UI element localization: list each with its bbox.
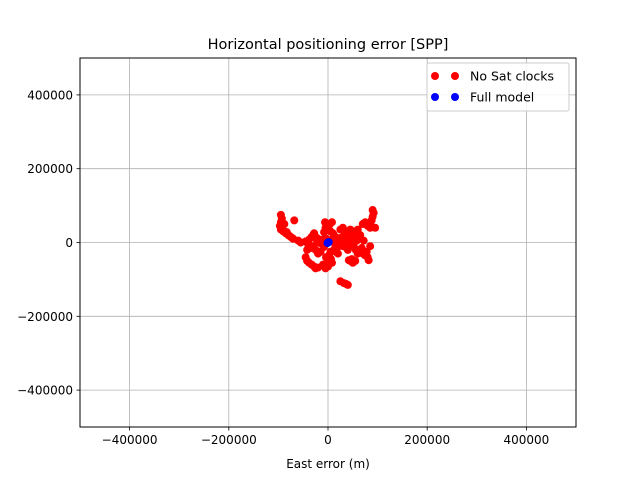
- series-no-sat-clocks: [275, 206, 380, 289]
- legend: No Sat clocks Full model: [426, 62, 570, 112]
- legend-marker: [431, 72, 439, 80]
- x-tick-label: 400000: [503, 433, 549, 447]
- legend-marker: [431, 93, 439, 101]
- legend-label: Full model: [470, 90, 534, 105]
- data-point: [351, 256, 360, 265]
- legend-marker: [451, 93, 459, 101]
- x-axis-label: East error (m): [286, 457, 370, 471]
- x-tick-label: −400000: [102, 433, 158, 447]
- y-tick-label: −400000: [17, 384, 73, 398]
- data-point: [323, 239, 332, 248]
- legend-label: No Sat clocks: [470, 69, 554, 84]
- data-points: [275, 206, 380, 289]
- data-point: [320, 228, 329, 237]
- legend-marker: [451, 72, 459, 80]
- data-point: [333, 249, 342, 258]
- data-point: [343, 245, 352, 254]
- data-point: [364, 256, 373, 265]
- chart-title: Horizontal positioning error [SPP]: [208, 37, 449, 53]
- data-point: [357, 244, 366, 253]
- data-point: [305, 235, 314, 244]
- data-point: [290, 216, 299, 225]
- data-point: [344, 232, 353, 241]
- y-tick-label: 0: [65, 236, 73, 250]
- data-point: [341, 279, 350, 288]
- axis-ticks: −400000 −200000 0 200000 400000 −400000 −20000…: [17, 88, 549, 447]
- data-point: [327, 218, 336, 227]
- y-tick-label: −200000: [17, 310, 73, 324]
- data-point: [359, 236, 368, 245]
- x-tick-label: −200000: [201, 433, 257, 447]
- data-point: [303, 245, 312, 254]
- data-point: [348, 227, 357, 236]
- data-point: [371, 223, 380, 232]
- legend-box: [426, 62, 570, 112]
- y-tick-label: 400000: [27, 88, 73, 102]
- data-point: [347, 240, 356, 249]
- data-point: [366, 242, 375, 251]
- series-full-model: [323, 238, 333, 248]
- y-tick-label: 200000: [27, 162, 73, 176]
- x-tick-label: 0: [324, 433, 332, 447]
- data-point: [322, 253, 331, 262]
- x-tick-label: 200000: [404, 433, 450, 447]
- data-point: [368, 206, 377, 215]
- data-point: [344, 256, 353, 265]
- data-point: [331, 241, 340, 250]
